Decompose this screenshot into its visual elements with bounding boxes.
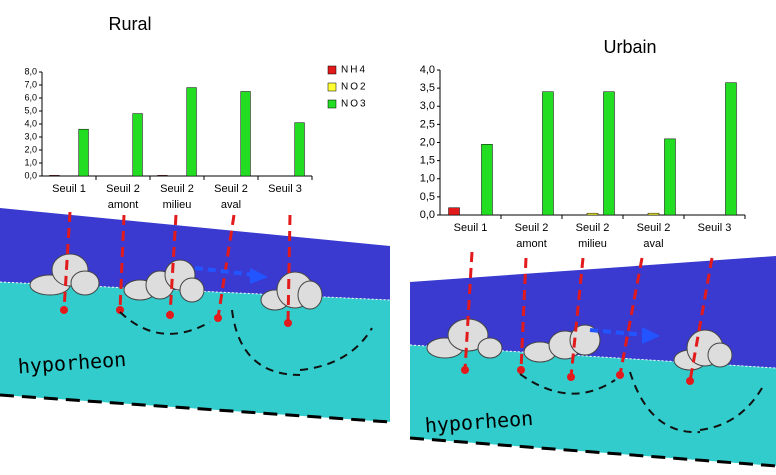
x-tick-label: Seuil 2 milieu — [160, 183, 194, 211]
bar — [542, 91, 554, 216]
y-tick-label: 2,5 — [420, 118, 435, 130]
x-tick-label: Seuil 2 milieu — [575, 222, 610, 250]
bar — [49, 175, 60, 177]
urban-river: hyporheon — [409, 251, 776, 468]
x-tick-label: Seuil 3 — [697, 222, 732, 234]
x-tick-label: Seuil 2 amont — [514, 222, 549, 250]
bar — [448, 207, 460, 216]
bar — [78, 128, 89, 177]
y-tick-label: 0,5 — [420, 191, 435, 203]
y-tick-label: 3,0 — [420, 100, 435, 112]
bar — [586, 212, 599, 216]
bar — [240, 91, 251, 177]
legend-label: NO2 — [341, 82, 368, 93]
bar — [157, 175, 168, 177]
y-tick-label: 1,0 — [420, 173, 435, 185]
x-tick-label: Seuil 2 aval — [636, 222, 671, 250]
x-tick-label: Seuil 1 — [52, 183, 86, 195]
legend-swatch — [327, 82, 337, 92]
y-tick-label: 1,0 — [24, 157, 37, 167]
y-tick-label: 3,5 — [420, 82, 435, 94]
legend-swatch — [327, 65, 337, 75]
bar — [132, 113, 143, 177]
x-tick-label: Seuil 1 — [453, 222, 488, 234]
y-tick-label: 3,0 — [24, 131, 37, 141]
chart-title: Rural — [108, 14, 151, 34]
y-tick-label: 4,0 — [24, 118, 37, 128]
y-tick-label: 5,0 — [24, 105, 37, 115]
x-tick-label: Seuil 3 — [268, 183, 302, 195]
legend-swatch — [327, 99, 337, 109]
legend-label: NH4 — [341, 65, 367, 76]
y-tick-label: 1,5 — [420, 155, 435, 167]
bar — [186, 87, 197, 177]
legend-label: NO3 — [341, 99, 368, 110]
bar — [294, 122, 305, 177]
bar — [603, 91, 615, 216]
x-tick-label: Seuil 2 amont — [106, 183, 140, 211]
x-tick-label: Seuil 2 aval — [214, 183, 248, 211]
bar — [664, 138, 676, 216]
y-tick-label: 7,0 — [24, 79, 37, 89]
y-tick-label: 2,0 — [420, 136, 435, 148]
y-tick-label: 0,0 — [420, 209, 435, 221]
bar — [481, 144, 493, 216]
y-tick-label: 2,0 — [24, 144, 37, 154]
y-tick-label: 0,0 — [24, 170, 37, 180]
bar — [725, 82, 737, 216]
y-tick-label: 8,0 — [24, 66, 37, 76]
rural-river: hyporheon — [0, 208, 391, 424]
bar — [647, 212, 660, 216]
chart-title: Urbain — [603, 37, 656, 57]
y-tick-label: 4,0 — [420, 64, 435, 76]
y-tick-label: 6,0 — [24, 92, 37, 102]
